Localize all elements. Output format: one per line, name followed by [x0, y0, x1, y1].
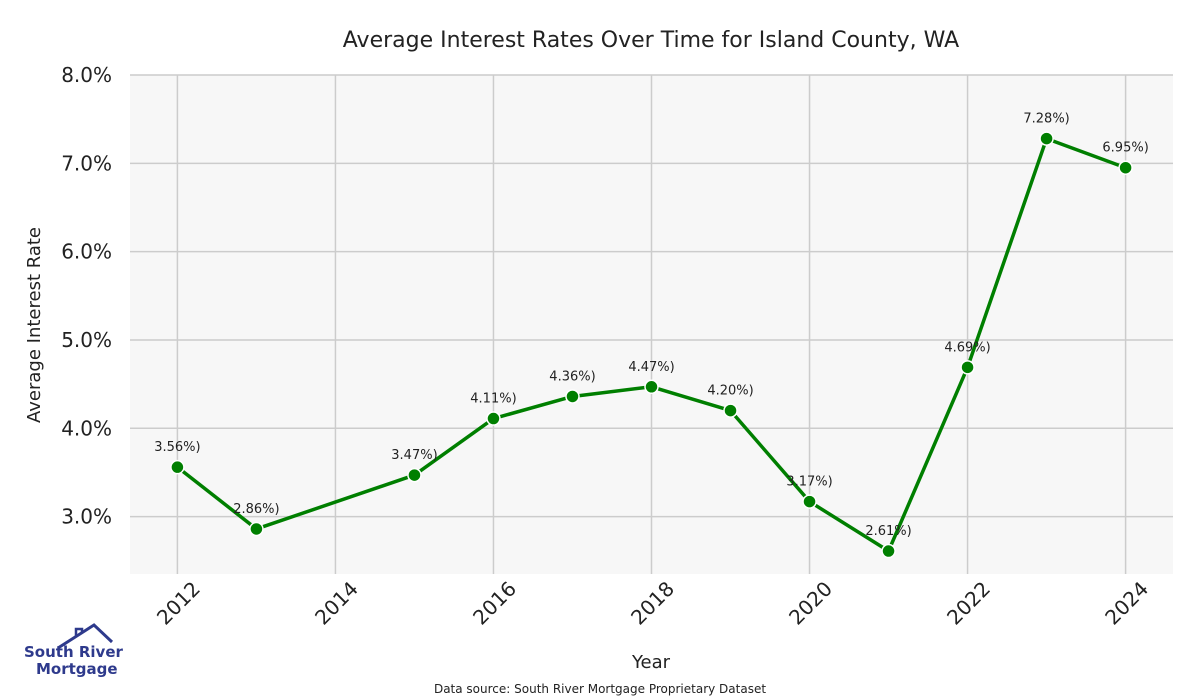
data-label: 2.61%): [865, 524, 911, 539]
y-tick-label: 6.0%: [61, 240, 112, 264]
data-point: [723, 403, 738, 418]
data-labels: 3.56%) 2.86%) 3.47%) 4.11%) 4.36%) 4.47%) 4.20…: [154, 112, 1149, 539]
data-point: [486, 411, 501, 426]
data-point: [802, 494, 817, 509]
data-label: 7.28%): [1023, 112, 1069, 127]
x-tick-label: 2024: [1100, 577, 1153, 630]
data-point: [407, 467, 422, 483]
data-point: [1039, 131, 1054, 146]
data-points: [170, 131, 1133, 559]
south-river-mortgage-logo: South River Mortgage: [14, 622, 124, 682]
grid-lines: [130, 74, 1173, 574]
data-point: [1118, 160, 1133, 175]
data-label: 4.11%): [470, 392, 516, 407]
y-tick-label: 3.0%: [61, 505, 112, 529]
data-point: [960, 360, 975, 375]
y-tick-label: 7.0%: [61, 151, 112, 175]
data-point: [644, 379, 659, 395]
house-roof-icon: [57, 623, 114, 650]
data-label: 4.47%): [628, 360, 674, 375]
data-point: [881, 543, 896, 559]
y-tick-label: 4.0%: [61, 416, 112, 440]
x-tick-label: 2022: [942, 577, 995, 630]
data-point: [565, 389, 580, 404]
source-note: Data source: South River Mortgage Propri…: [434, 682, 766, 696]
data-point: [249, 521, 264, 537]
data-label: 3.17%): [786, 475, 832, 490]
y-axis-ticks: 3.0% 4.0% 5.0% 6.0% 7.0% 8.0%: [61, 63, 112, 529]
data-point: [170, 459, 185, 475]
x-tick-label: 2016: [468, 577, 521, 630]
y-tick-label: 8.0%: [61, 63, 112, 87]
logo-line-1: South River: [24, 643, 123, 661]
series-line: [176, 136, 1127, 553]
x-tick-label: 2018: [626, 577, 679, 630]
data-label: 4.20%): [707, 384, 753, 399]
data-label: 4.69%): [944, 340, 990, 355]
x-tick-label: 2014: [310, 577, 363, 630]
x-tick-label: 2012: [152, 577, 205, 630]
data-label: 4.36%): [549, 369, 595, 384]
logo-line-2: Mortgage: [36, 660, 118, 678]
data-label: 3.47%): [391, 448, 437, 463]
data-label: 3.56%): [154, 440, 200, 455]
chart-title: Average Interest Rates Over Time for Isl…: [343, 28, 959, 53]
y-axis-label: Average Interest Rate: [24, 227, 45, 423]
data-label: 6.95%): [1102, 141, 1148, 156]
data-label: 2.86%): [233, 502, 279, 517]
x-tick-label: 2020: [784, 577, 837, 630]
y-tick-label: 5.0%: [61, 328, 112, 352]
x-axis-label: Year: [631, 652, 671, 673]
x-axis-ticks: 2012 2014 2016 2018 2020 2022 2024: [152, 577, 1153, 630]
